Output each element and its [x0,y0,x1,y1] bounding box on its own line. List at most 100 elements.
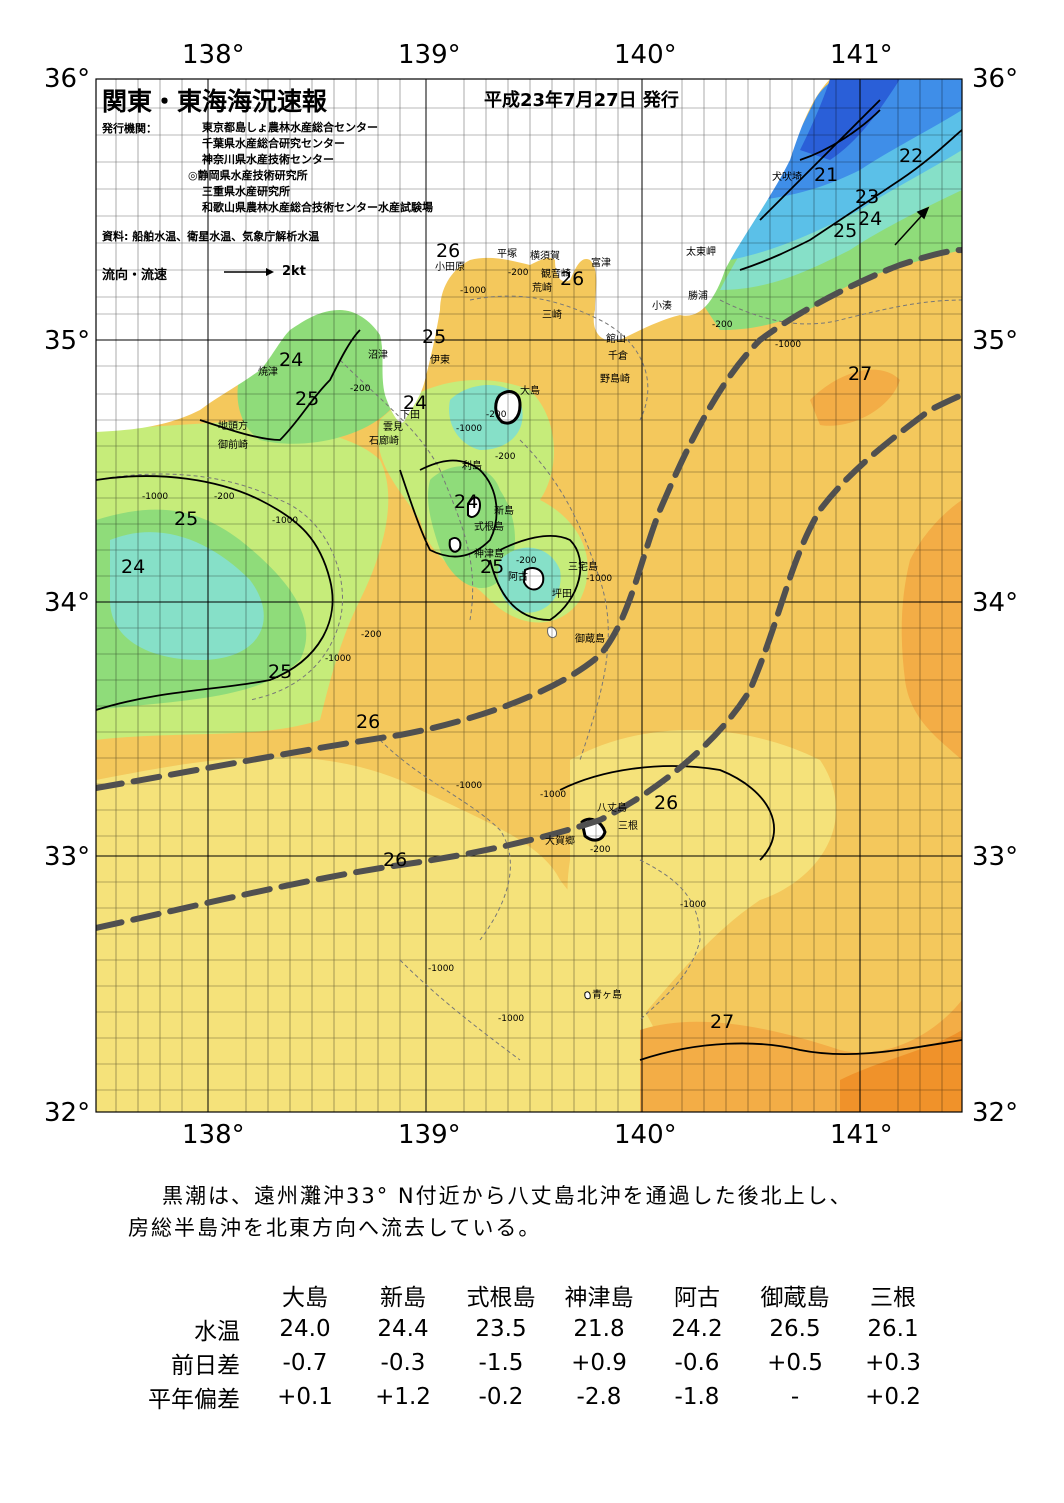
issue-date: 平成23年7月27日 発行 [484,90,679,111]
issuer-mie: 三重県水産研究所 [202,185,290,198]
temp-label: 24 [403,392,428,414]
depth-label: -1000 [456,424,483,434]
table-row: 前日差 -0.7 -0.3 -1.5 +0.9 -0.6 +0.5 +0.3 [120,1346,942,1380]
depth-label: -1000 [428,964,455,974]
table-cell: -0.6 [674,1350,720,1376]
depth-label: -200 [361,630,382,640]
issuer-wakayama: 和歌山県農林水産総合技術センター水産試験場 [202,201,433,214]
table-header-row: 大島 新島 式根島 神津島 阿古 御蔵島 三根 [120,1278,942,1312]
current-arrow [894,206,930,246]
temp-label: 25 [833,220,858,242]
depth-label: -200 [214,492,235,502]
place-shimoda: 下田 [400,410,420,421]
place-toshima: 利島 [462,461,482,472]
temp-label: 26 [560,268,585,290]
place-niijima: 新島 [494,506,514,517]
lon-label-140-bottom: 140° [614,1120,677,1150]
depth-label: -200 [712,320,733,330]
temp-label: 25 [422,326,447,348]
depth-label: -1000 [586,574,613,584]
table-row: 平年偏差 +0.1 +1.2 -0.2 -2.8 -1.8 - +0.2 [120,1380,942,1414]
table-cell: +0.1 [277,1384,333,1410]
depth-contours [96,295,962,1061]
table-col-header: 神津島 [564,1285,634,1311]
table-row-label: 前日差 [171,1353,240,1379]
current-legend-arrow [224,268,274,276]
table-cell: -1.8 [674,1384,720,1410]
place-kominato: 小湊 [652,301,672,312]
table-cell: 24.0 [279,1316,331,1342]
table-cell: -1.5 [478,1350,524,1376]
depth-label: -1000 [456,781,483,791]
place-tsubota: 坪田 [552,589,572,600]
island-miyakejima [522,567,545,591]
place-inubozaki: 犬吠埼 [772,172,802,183]
issuer-label: 発行機関： [102,122,157,135]
depth-label: -1000 [142,492,169,502]
table-cell: 21.8 [573,1316,625,1342]
lat-label-35-left: 35° [44,326,91,356]
table-cell: - [790,1384,800,1410]
place-arasaki: 荒崎 [532,283,552,294]
degree-grid [96,79,962,1112]
sea-27-far-east [901,500,962,760]
lat-label-34-right: 34° [972,588,1019,618]
table-cell: -0.7 [282,1350,328,1376]
place-jitogata: 地頭方 [218,421,248,432]
place-misaki: 三崎 [542,310,562,321]
table-cell: +0.9 [571,1350,627,1376]
place-odawara: 小田原 [435,262,465,273]
table-col-header: 式根島 [466,1285,536,1311]
place-kozushima: 神津島 [474,549,504,560]
place-miyakejima: 三宅島 [568,562,598,573]
temp-label: 26 [383,849,408,871]
temp-label: 25 [268,661,293,683]
place-yaizu: 焼津 [258,367,278,378]
depth-label: -1000 [272,516,299,526]
issuer-tokyo: 東京都島しょ農林水産総合センター [202,121,378,134]
lat-label-33-right: 33° [972,842,1019,872]
summary-line-1: 黒潮は、遠州灘沖33° N付近から八丈島北沖を通過した後北上し、 [162,1184,853,1208]
place-nojimazaki: 野島崎 [600,374,630,385]
issuer-kanagawa: 神奈川県水産技術センター [202,153,334,166]
lat-label-36-left: 36° [44,64,91,94]
island-kozushima [448,537,462,553]
temp-label: 24 [454,491,479,513]
map-frame [95,78,963,1113]
temp-label: 27 [848,363,873,385]
place-kumomi: 雲見 [383,422,403,433]
table-cell: -0.2 [478,1384,524,1410]
place-numazu: 沼津 [368,350,388,361]
table-cell: -2.8 [576,1384,622,1410]
table-col-header: 阿古 [674,1285,720,1311]
table-col-header: 大島 [282,1285,328,1311]
depth-label: -200 [495,452,516,462]
place-yokosuka: 横須賀 [530,251,560,262]
depth-label: -1000 [540,790,567,800]
land-honshu [96,79,962,432]
place-katsuura: 勝浦 [688,291,708,302]
issuer-shizuoka: ◎静岡県水産技術研究所 [188,169,308,182]
depth-label: -1000 [498,1014,525,1024]
table-cell: +0.2 [865,1384,921,1410]
place-mikurajima: 御蔵島 [575,634,605,645]
temp-label: 25 [480,556,505,578]
place-mitsune: 三根 [618,821,638,832]
table-row-label: 水温 [194,1319,240,1345]
table-cell: 26.5 [769,1316,821,1342]
data-source: 資料: 船舶水温、衛星水温、気象庁解析水温 [102,230,320,243]
temp-label: 23 [855,186,880,208]
lat-label-34-left: 34° [44,588,91,618]
depth-label: -1000 [325,654,352,664]
place-aogashima: 青ヶ島 [592,990,622,1001]
depth-label: -1000 [460,286,487,296]
temp-label: 26 [654,792,679,814]
table-col-header: 新島 [380,1285,426,1311]
place-hachijojima: 八丈島 [597,803,627,814]
table-cell: +0.5 [767,1350,823,1376]
temp-label: 22 [899,145,924,167]
lat-lon-grid [96,79,962,1112]
depth-label: -200 [590,845,611,855]
table-cell: 23.5 [475,1316,527,1342]
table-row-label: 平年偏差 [148,1387,240,1413]
